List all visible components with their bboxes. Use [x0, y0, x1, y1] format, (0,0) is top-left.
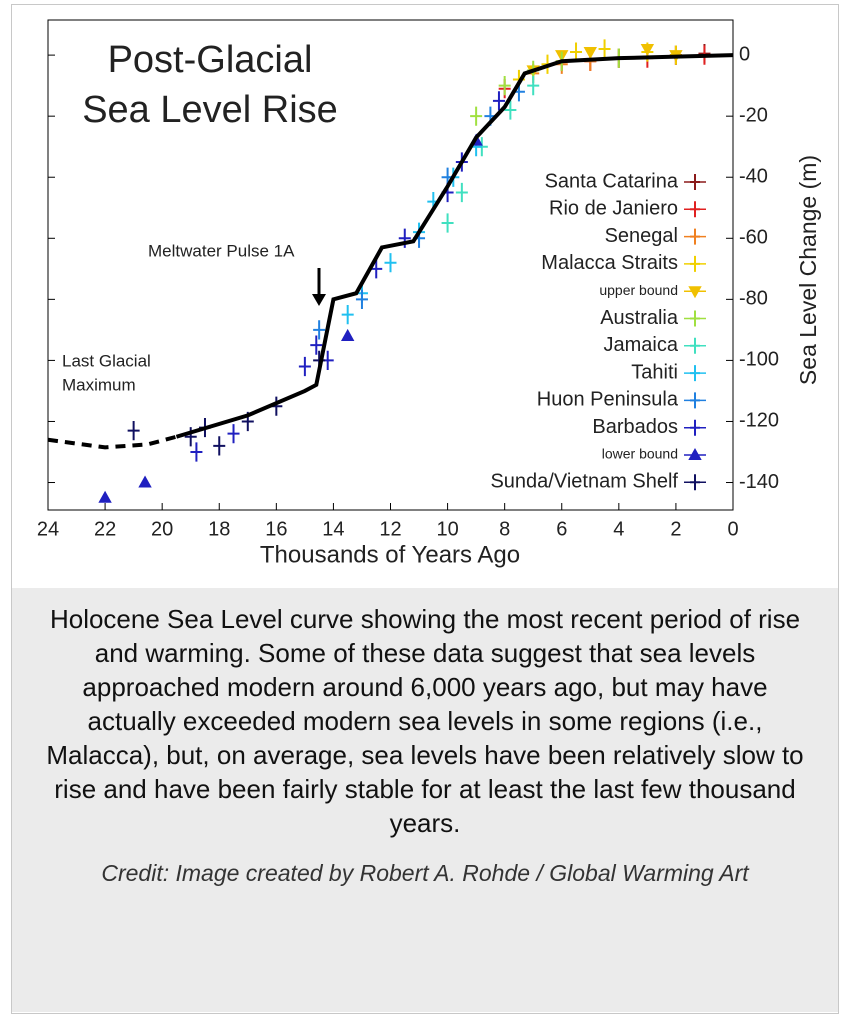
data-point	[441, 213, 454, 233]
legend-marker	[690, 392, 700, 409]
y-tick-label: -20	[739, 104, 768, 126]
data-point	[384, 253, 397, 273]
data-point	[341, 305, 354, 325]
x-tick-label: 24	[37, 518, 59, 540]
annotation: Last Glacial	[62, 351, 151, 370]
legend-label: Santa Catarina	[545, 170, 679, 192]
legend-marker	[688, 286, 702, 299]
data-point	[98, 490, 112, 503]
frame	[11, 4, 839, 1014]
y-tick-label: -140	[739, 471, 779, 493]
chart-title: Sea Level Rise	[82, 89, 338, 131]
data-point	[298, 356, 311, 377]
data-point	[527, 76, 540, 96]
x-tick-label: 14	[322, 518, 344, 540]
legend-marker	[690, 201, 700, 218]
legend-label: Senegal	[605, 225, 678, 247]
x-tick-label: 4	[613, 518, 624, 540]
y-tick-label: -120	[739, 410, 779, 432]
legend-marker	[690, 474, 700, 491]
data-point	[455, 182, 468, 203]
legend-label: Sunda/Vietnam Shelf	[490, 471, 678, 493]
x-tick-label: 10	[436, 518, 458, 540]
data-point	[583, 47, 597, 60]
data-point	[598, 39, 611, 59]
caption-box: Holocene Sea Level curve showing the mos…	[12, 588, 838, 1012]
trend-line	[175, 53, 734, 439]
legend-marker	[690, 337, 700, 354]
legend-label: upper bound	[599, 282, 678, 298]
legend-marker	[690, 174, 700, 190]
data-point	[138, 475, 152, 488]
data-point	[190, 442, 203, 462]
legend-label: Jamaica	[604, 334, 679, 356]
data-point	[127, 421, 140, 441]
x-tick-label: 0	[727, 518, 738, 540]
legend-marker	[690, 310, 700, 327]
legend-label: Tahiti	[631, 361, 678, 383]
credit: Credit: Image created by Robert A. Rohde…	[101, 860, 749, 886]
data-point	[504, 100, 517, 120]
y-axis-title: Sea Level Change (m)	[795, 155, 821, 385]
data-point	[492, 91, 505, 111]
data-point	[313, 320, 326, 340]
data-point	[227, 424, 240, 444]
x-axis-title: Thousands of Years Ago	[260, 541, 520, 568]
x-tick-label: 22	[94, 518, 116, 540]
chart: Post-Glacial Sea Level Rise Thousands of…	[37, 19, 821, 568]
x-tick-label: 16	[265, 518, 287, 540]
chart-title: Post-Glacial	[108, 39, 313, 81]
x-tick-label: 6	[556, 518, 567, 540]
legend-marker	[688, 447, 702, 460]
legend-label: Malacca Straits	[541, 252, 678, 274]
data-point	[470, 106, 483, 126]
x-tick-label: 18	[208, 518, 230, 540]
legend-marker	[690, 255, 700, 272]
y-tick-label: 0	[739, 43, 750, 65]
trend-extrapolation	[47, 434, 177, 450]
legend-label: Australia	[600, 307, 679, 329]
legend-marker	[690, 419, 700, 436]
legend-label: lower bound	[602, 446, 678, 462]
data-point	[340, 328, 355, 341]
y-tick-label: -80	[739, 288, 768, 310]
data-point	[310, 335, 323, 355]
data-point	[184, 427, 197, 447]
x-tick-label: 2	[670, 518, 681, 540]
data-point	[498, 76, 511, 96]
legend-label: Huon Peninsula	[537, 389, 679, 411]
y-tick-label: -100	[739, 349, 779, 371]
x-tick-label: 20	[151, 518, 173, 540]
arrow-head	[312, 294, 326, 306]
legend-marker	[690, 365, 700, 382]
annotation: Meltwater Pulse 1A	[148, 241, 295, 260]
x-tick-label: 8	[499, 518, 510, 540]
data-point	[213, 436, 226, 456]
legend-marker	[690, 228, 700, 245]
y-tick-label: -40	[739, 166, 768, 188]
y-tick-label: -60	[739, 227, 768, 249]
annotation: Maximum	[62, 375, 136, 394]
data-point	[640, 44, 655, 57]
data-point	[355, 289, 368, 309]
caption: Holocene Sea Level curve showing the mos…	[46, 604, 804, 838]
legend-label: Barbados	[592, 416, 678, 438]
x-tick-label: 12	[379, 518, 401, 540]
legend-label: Rio de Janiero	[549, 198, 678, 220]
